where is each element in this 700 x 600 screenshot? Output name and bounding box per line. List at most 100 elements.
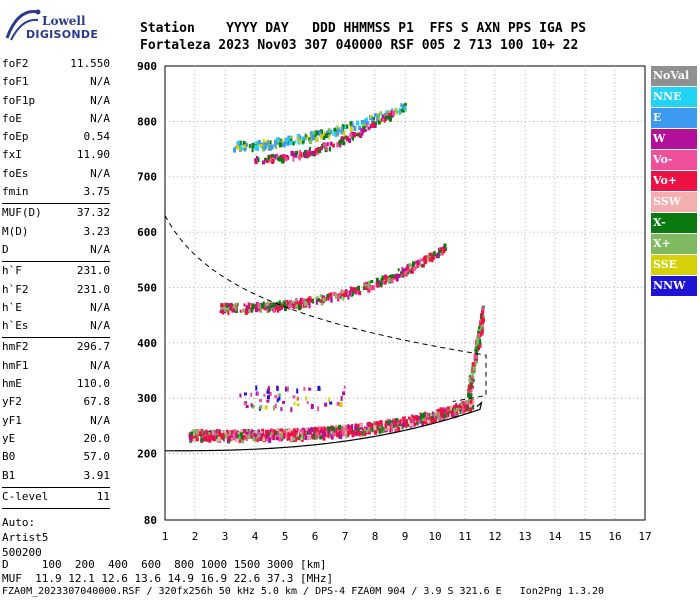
echo-point: [460, 402, 463, 407]
echo-point: [442, 247, 446, 251]
echo-point: [371, 117, 374, 123]
echo-point: [413, 415, 417, 419]
echo-point: [448, 411, 451, 416]
echo-point: [271, 153, 275, 157]
echo-point: [243, 401, 247, 405]
echo-point: [216, 435, 219, 440]
echo-point: [379, 118, 383, 124]
autoscaling-info: Auto: Artist5 500200: [2, 515, 110, 560]
echo-point: [378, 113, 381, 119]
echo-point: [294, 140, 297, 144]
x-tick-label: 9: [402, 530, 409, 543]
echo-point: [286, 155, 289, 159]
param-row: foE N/A: [2, 112, 110, 130]
echo-point: [466, 399, 469, 405]
echo-point: [402, 416, 406, 420]
echo-point: [326, 142, 329, 147]
param-value: N/A: [90, 111, 110, 125]
echo-point: [333, 427, 336, 433]
param-value: 20.0: [83, 431, 111, 445]
echo-point: [281, 431, 284, 436]
echo-point: [339, 291, 342, 295]
echo-point: [349, 126, 353, 132]
echo-point: [285, 388, 289, 392]
echo-point: [298, 139, 302, 144]
echo-point: [266, 399, 270, 403]
echo-point: [357, 423, 360, 427]
echo-point: [328, 127, 331, 133]
echo-point: [439, 416, 443, 422]
echo-point: [278, 305, 282, 311]
echo-point: [426, 255, 429, 259]
echo-point: [202, 436, 205, 442]
echo-point: [283, 301, 286, 307]
f2-echo-trace: [188, 398, 475, 444]
echo-point: [336, 401, 340, 406]
echo-point: [463, 406, 467, 412]
echo-point: [264, 405, 268, 410]
legend-item: X+: [651, 234, 697, 254]
echo-point: [446, 410, 449, 416]
echo-point: [432, 254, 435, 260]
logo-line2: DIGISONDE: [26, 28, 99, 41]
echo-point: [221, 436, 224, 440]
echo-point: [360, 128, 364, 134]
echo-point: [267, 140, 270, 145]
echo-point: [306, 401, 309, 405]
echo-point: [339, 295, 342, 299]
param-value: 11: [96, 489, 110, 503]
echo-point: [328, 433, 332, 439]
echo-point: [342, 295, 345, 301]
echo-point: [319, 131, 322, 135]
echo-point: [305, 396, 308, 401]
echo-point: [245, 405, 249, 409]
echo-point: [364, 118, 367, 124]
echo-point: [250, 431, 253, 435]
echo-point: [336, 142, 340, 148]
echo-point: [311, 151, 315, 155]
echo-point: [344, 427, 347, 432]
echo-point: [420, 264, 423, 268]
echo-point: [444, 247, 447, 252]
echo-point: [393, 274, 397, 279]
echo-point: [323, 426, 326, 430]
echo-point: [356, 427, 360, 433]
echo-point: [389, 427, 392, 433]
echo-point: [298, 300, 302, 306]
echo-point: [243, 429, 247, 434]
echo-point: [397, 421, 400, 425]
muf-dashed-curve: [164, 215, 487, 403]
echo-point: [319, 429, 322, 433]
echo-point: [342, 424, 346, 429]
echo-point: [243, 392, 247, 396]
echo-point: [328, 293, 332, 298]
echo-point: [379, 420, 383, 425]
echo-point: [480, 313, 484, 317]
echo-point: [244, 436, 248, 441]
echo-point: [377, 279, 380, 285]
echo-point: [257, 157, 260, 163]
echo-point: [477, 333, 481, 338]
echo-point: [292, 428, 296, 432]
echo-point: [314, 130, 317, 134]
param-value: N/A: [90, 413, 110, 427]
echo-point: [254, 307, 258, 313]
param-row: yF2 67.8: [2, 395, 110, 413]
echo-point: [366, 422, 369, 426]
echo-point: [351, 426, 354, 432]
echo-point: [295, 150, 299, 155]
echo-point: [349, 121, 352, 126]
echo-point: [292, 141, 295, 146]
echo-point: [415, 416, 418, 422]
echo-point: [240, 429, 244, 433]
echo-point: [449, 405, 452, 411]
echo-point: [225, 302, 228, 308]
param-row: yF1 N/A: [2, 414, 110, 432]
echo-point: [395, 110, 398, 115]
echo-point: [454, 406, 457, 410]
echo-point: [195, 429, 199, 435]
echo-point: [345, 424, 348, 428]
echo-point: [475, 343, 479, 347]
echo-point: [259, 405, 263, 410]
echo-point: [243, 303, 246, 307]
